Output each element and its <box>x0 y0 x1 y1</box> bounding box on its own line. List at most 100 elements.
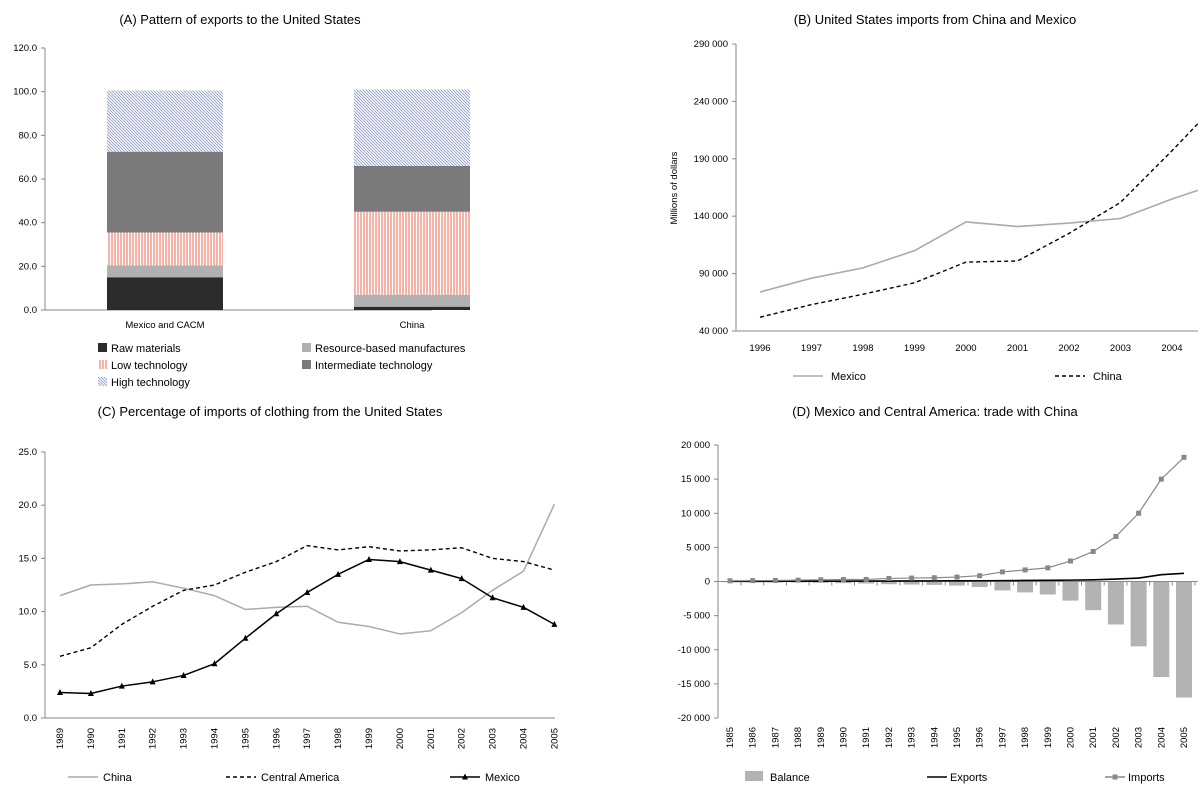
chart-a-y-tick-label: 40.0 <box>19 218 38 229</box>
chart-d-x-tick-label: 1985 <box>725 727 736 748</box>
chart-b-x-tick-label: 2003 <box>1110 343 1131 354</box>
chart-c-data-point <box>57 688 63 695</box>
chart-c-x-tick-label: 2001 <box>426 728 437 749</box>
chart-d-x-tick-label: 1986 <box>748 727 759 748</box>
chart-a-bar-segment <box>354 211 470 295</box>
chart-d-balance-bar <box>1039 581 1056 595</box>
chart-a-bar-segment <box>107 90 223 152</box>
chart-d-x-tick-label: 1999 <box>1043 727 1054 748</box>
chart-d-x-tick-label: 2003 <box>1134 727 1145 748</box>
chart-b-x-tick-label: 2002 <box>1058 343 1079 354</box>
chart-a-category-label: China <box>400 320 426 331</box>
chart-c-data-point <box>489 594 496 601</box>
chart-c-x-tick-label: 1997 <box>302 728 313 749</box>
chart-d-x-tick-label: 1997 <box>997 727 1008 748</box>
chart-d-x-tick-label: 1993 <box>907 727 918 748</box>
chart-d-data-point <box>1158 476 1164 482</box>
chart-a-legend-label: Low technology <box>111 360 188 372</box>
chart-d-data-point <box>863 576 869 582</box>
chart-d-balance-bar <box>835 581 852 584</box>
chart-c-data-point <box>118 682 125 689</box>
chart-c-x-tick-label: 1989 <box>55 728 66 749</box>
chart-d-x-tick-label: 1995 <box>952 727 963 748</box>
chart-b-y-tick-label: 140 000 <box>694 211 728 222</box>
chart-c-data-point <box>242 634 249 641</box>
chart-b-series-line <box>759 122 1198 318</box>
chart-a-legend-swatch <box>98 377 107 386</box>
chart-c-x-tick-label: 1991 <box>117 728 128 749</box>
chart-b-y-tick-label: 90 000 <box>699 269 728 280</box>
chart-d-balance-bar <box>1153 581 1170 678</box>
chart-d-data-point <box>1136 510 1142 516</box>
chart-b-x-tick-label: 2001 <box>1007 343 1028 354</box>
chart-a-bar-segment <box>354 294 470 307</box>
chart-b-y-tick-label: 290 000 <box>694 39 728 50</box>
chart-d-data-point <box>1090 548 1096 554</box>
chart-a-bar-segment <box>354 165 470 212</box>
chart-c-series-line <box>59 503 556 635</box>
chart-a-legend-label: Intermediate technology <box>315 360 433 372</box>
chart-d-x-tick-label: 1988 <box>793 727 804 748</box>
chart-a-title: (A) Pattern of exports to the United Sta… <box>119 12 361 27</box>
chart-c-data-point <box>335 570 342 577</box>
chart-c-x-tick-label: 2005 <box>549 728 560 749</box>
chart-d-y-tick-label: 15 000 <box>681 474 710 485</box>
chart-c-y-tick-label: 25.0 <box>19 447 38 458</box>
chart-a-y-tick-label: 120.0 <box>13 43 37 54</box>
chart-d-legend-label: Imports <box>1128 772 1165 784</box>
chart-a-legend-swatch <box>98 360 107 369</box>
chart-d-legend-label: Balance <box>770 772 810 784</box>
chart-d-y-tick-label: 5 000 <box>686 542 710 553</box>
chart-d-series-line <box>729 456 1185 582</box>
chart-a-y-tick-label: 60.0 <box>19 174 38 185</box>
chart-c-data-point <box>304 588 311 595</box>
chart-d-x-tick-label: 1987 <box>770 727 781 748</box>
chart-d-x-tick-label: 1992 <box>884 727 895 748</box>
chart-b-legend-label: Mexico <box>831 371 866 383</box>
chart-d-x-tick-label: 1990 <box>839 727 850 748</box>
chart-d-legend-marker <box>1112 774 1118 780</box>
chart-d-data-point <box>886 575 892 581</box>
chart-d-balance-bar <box>1062 581 1079 601</box>
chart-c-title: (C) Percentage of imports of clothing fr… <box>98 404 443 419</box>
chart-c-data-point <box>520 603 527 610</box>
chart-d-data-point <box>818 577 824 583</box>
chart-b-legend-label: China <box>1093 371 1123 383</box>
chart-d-x-tick-label: 2005 <box>1179 727 1190 748</box>
chart-a-y-tick-label: 20.0 <box>19 261 38 272</box>
chart-a-y-tick-label: 0.0 <box>24 305 37 316</box>
chart-c-x-tick-label: 2002 <box>457 728 468 749</box>
chart-c-legend-label: Central America <box>261 772 340 784</box>
chart-a-legend-swatch <box>302 343 311 352</box>
chart-c-data-point <box>366 555 372 562</box>
chart-c-series-line <box>59 558 555 695</box>
chart-a-bar-segment <box>107 151 223 233</box>
chart-a-y-tick-label: 100.0 <box>13 87 37 98</box>
chart-b-x-tick-label: 2004 <box>1161 343 1182 354</box>
chart-d-title: (D) Mexico and Central America: trade wi… <box>792 404 1078 419</box>
chart-d-data-point <box>909 575 915 581</box>
chart-c-y-tick-label: 20.0 <box>19 500 38 511</box>
chart-b-x-tick-label: 1998 <box>852 343 873 354</box>
chart-a-bar-segment <box>354 306 470 310</box>
chart-d-y-tick-label: -20 000 <box>678 713 710 724</box>
chart-c-x-tick-label: 1993 <box>179 728 190 749</box>
chart-a-y-tick-label: 80.0 <box>19 130 38 141</box>
chart-c-x-tick-label: 1992 <box>148 728 159 749</box>
chart-d-y-tick-label: -5 000 <box>683 611 710 622</box>
chart-a-bar-segment <box>354 89 470 166</box>
chart-d-balance-bar <box>1130 581 1147 647</box>
chart-d-y-tick-label: 20 000 <box>681 440 710 451</box>
chart-d-balance-bar <box>994 581 1011 591</box>
chart-d-balance-bar <box>1107 581 1124 625</box>
chart-c-y-tick-label: 5.0 <box>24 660 37 671</box>
chart-a-category-label: Mexico and CACM <box>125 320 204 331</box>
chart-a-bar-segment <box>107 265 223 278</box>
chart-d-data-point <box>931 575 937 581</box>
chart-d-balance-bar <box>949 581 965 586</box>
chart-d-balance-bar <box>858 581 875 584</box>
chart-b-y-tick-label: 190 000 <box>694 154 728 165</box>
chart-d-x-tick-label: 2004 <box>1156 727 1167 748</box>
chart-d-x-tick-label: 1989 <box>816 727 827 748</box>
chart-c-x-tick-label: 2003 <box>488 728 499 749</box>
